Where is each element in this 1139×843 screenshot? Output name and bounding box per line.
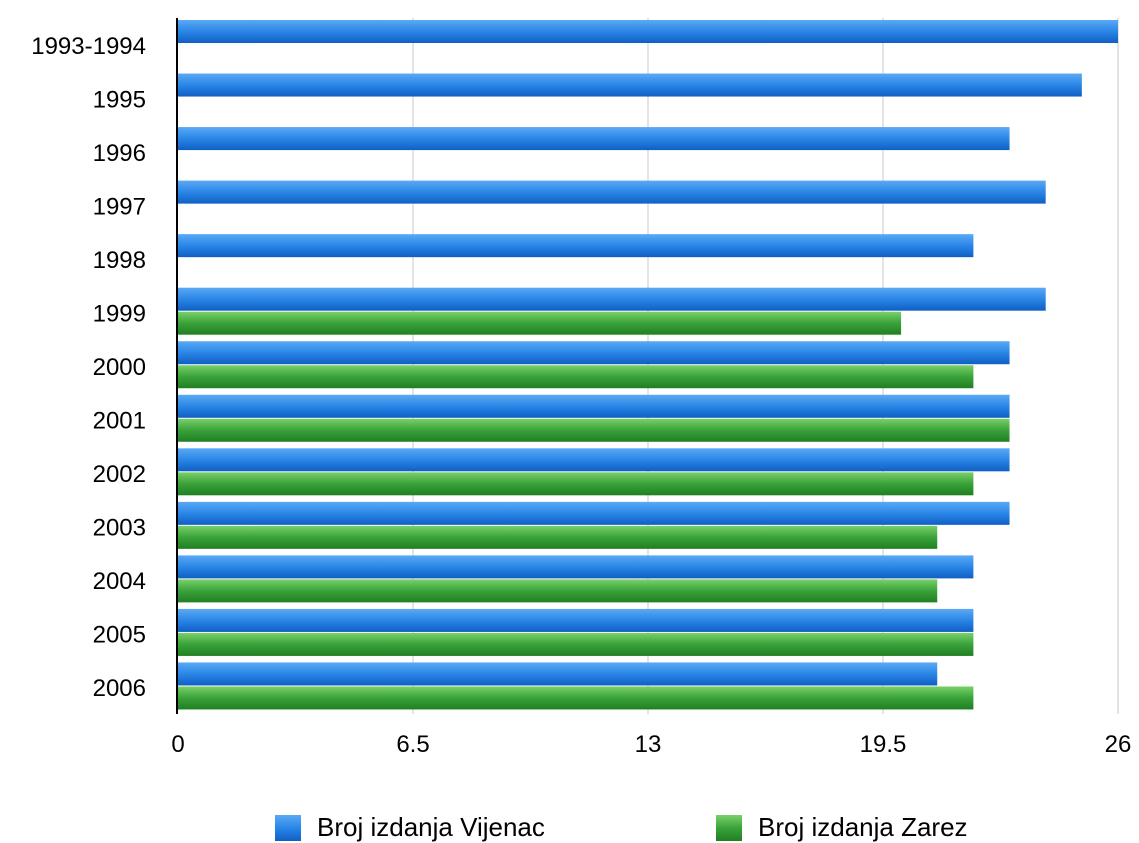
legend-item-vijenac: Broj izdanja Vijenac <box>275 812 545 843</box>
legend: Broj izdanja Vijenac Broj izdanja Zarez <box>0 812 1139 843</box>
bar-zarez <box>178 365 974 389</box>
y-tick-label: 1995 <box>93 86 146 113</box>
y-tick-label: 2002 <box>93 461 146 488</box>
bar-chart: 1993-1994 1995 1996 1997 1998 1999 2000 2001 200… <box>31 18 1131 758</box>
y-tick-label: 1997 <box>93 193 146 220</box>
y-tick-label: 2004 <box>93 568 146 595</box>
y-tick-label: 2003 <box>93 515 146 542</box>
bar-vijenac <box>178 501 1010 525</box>
bar-zarez <box>178 472 974 496</box>
bar-zarez <box>178 418 1010 442</box>
bar-vijenac <box>178 73 1082 97</box>
y-axis-labels: 1993-1994 1995 1996 1997 1998 1999 2000 2001 200… <box>31 33 146 702</box>
bar-vijenac <box>178 127 1010 151</box>
legend-swatch-vijenac <box>275 814 301 841</box>
legend-label-zarez: Broj izdanja Zarez <box>758 812 968 842</box>
bar-vijenac <box>178 234 974 258</box>
y-tick-label: 1999 <box>93 300 146 327</box>
bar-zarez <box>178 686 974 710</box>
x-axis-labels: 0 6.5 13 19.5 26 <box>171 731 1131 758</box>
y-tick-label: 2001 <box>93 408 146 435</box>
bar-vijenac <box>178 555 974 579</box>
y-tick-label: 1998 <box>93 247 146 274</box>
x-tick-label: 0 <box>171 731 184 758</box>
y-tick-label: 2005 <box>93 622 146 649</box>
y-tick-label: 2000 <box>93 354 146 381</box>
legend-item-zarez: Broj izdanja Zarez <box>716 812 968 843</box>
bar-vijenac <box>178 394 1010 418</box>
x-tick-label: 19.5 <box>860 731 907 758</box>
bars <box>178 20 1118 710</box>
x-tick-label: 6.5 <box>396 731 429 758</box>
y-tick-label: 1996 <box>93 140 146 167</box>
y-tick-label: 2006 <box>93 675 146 702</box>
bar-vijenac <box>178 287 1046 311</box>
legend-label-vijenac: Broj izdanja Vijenac <box>317 812 545 842</box>
bar-zarez <box>178 579 938 603</box>
bar-vijenac <box>178 20 1118 43</box>
bar-vijenac <box>178 180 1046 204</box>
bar-vijenac <box>178 448 1010 472</box>
x-tick-label: 26 <box>1105 731 1132 758</box>
legend-swatch-zarez <box>716 814 742 841</box>
bar-vijenac <box>178 341 1010 365</box>
bar-vijenac <box>178 608 974 632</box>
y-tick-label: 1993-1994 <box>31 33 146 60</box>
x-tick-label: 13 <box>635 731 662 758</box>
bar-zarez <box>178 632 974 656</box>
bar-zarez <box>178 311 902 335</box>
bar-zarez <box>178 525 938 549</box>
bar-vijenac <box>178 662 938 686</box>
